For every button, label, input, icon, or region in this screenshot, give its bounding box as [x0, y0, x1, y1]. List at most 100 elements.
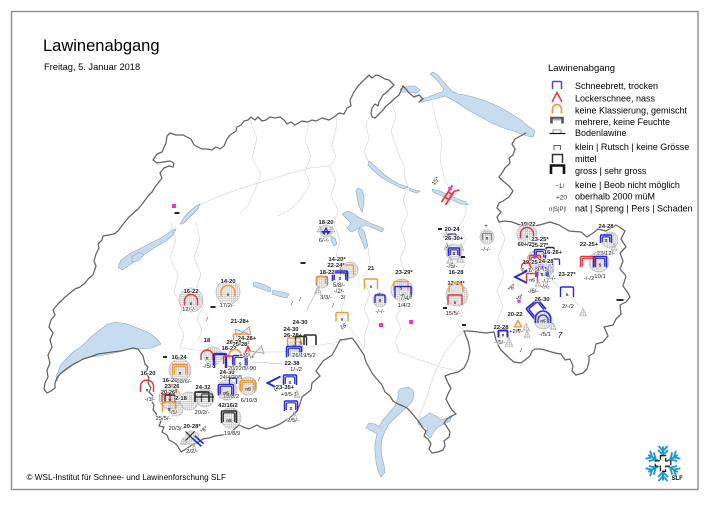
svg-text:n: n [454, 300, 457, 305]
svg-text:Schneebrett, trocken: Schneebrett, trocken [575, 81, 658, 91]
svg-text:n: n [190, 301, 193, 306]
svg-text:-9/-/5: -9/-/5 [534, 267, 548, 273]
svg-text:1/-/2: 1/-/2 [290, 367, 302, 373]
svg-text:-/5/-: -/5/- [495, 340, 505, 346]
svg-text:18-22: 18-22 [221, 346, 237, 352]
svg-text:© WSL-Institut für Schnee- und: © WSL-Institut für Schnee- und Lawinenfo… [27, 473, 226, 482]
svg-text:23-35+: 23-35+ [276, 385, 295, 391]
svg-text:Lawinenabgang: Lawinenabgang [548, 63, 615, 74]
svg-text:19-25+: 19-25+ [523, 260, 542, 266]
svg-text:23-25*: 23-25* [531, 237, 549, 243]
svg-text:-/2/-: -/2/- [334, 289, 345, 295]
svg-text:18-22: 18-22 [319, 270, 335, 276]
svg-text:15/5/-: 15/5/- [445, 311, 460, 317]
svg-text:21-28+: 21-28+ [231, 319, 250, 325]
svg-text:S: S [169, 398, 172, 403]
svg-text:-/5/-: -/5/- [447, 264, 458, 270]
svg-text:Lockerschnee, nass: Lockerschnee, nass [575, 94, 656, 104]
svg-text:-/6/-: -/6/- [528, 289, 539, 295]
svg-text:22-38: 22-38 [284, 361, 300, 367]
svg-text:20-22: 20-22 [507, 312, 523, 318]
svg-text:23-29*: 23-29* [395, 270, 413, 276]
svg-text:6/-/-: 6/-/- [319, 238, 330, 244]
svg-text:n: n [402, 293, 405, 298]
svg-text:22-24*: 22-24* [327, 263, 345, 269]
svg-text:24-30: 24-30 [219, 370, 235, 376]
svg-text:n: n [526, 234, 529, 239]
svg-text:25-28: 25-28 [233, 342, 249, 348]
svg-text:16-20: 16-20 [140, 371, 156, 377]
svg-text:23-27*: 23-27* [558, 272, 576, 278]
svg-text:7: 7 [558, 330, 563, 340]
svg-text:n: n [146, 388, 149, 393]
svg-text:6: 6 [273, 387, 279, 394]
svg-text:S: S [293, 353, 296, 358]
svg-text:60+/25/-: 60+/25/- [518, 242, 539, 248]
svg-text:+20: +20 [556, 195, 567, 202]
svg-text:nS: nS [223, 391, 229, 396]
svg-text:*9*: *9* [516, 293, 526, 303]
svg-text:15*: 15* [431, 176, 441, 187]
svg-text:S: S [300, 341, 303, 346]
svg-text:mittel: mittel [575, 154, 597, 164]
svg-text:/: / [257, 377, 261, 383]
svg-text:−1/: −1/ [555, 183, 564, 190]
svg-text:-/5/1: -/5/1 [539, 332, 551, 338]
svg-text:-/-/-: -/-/- [481, 247, 490, 253]
svg-text:mehrere, keine Feuchte: mehrere, keine Feuchte [575, 117, 670, 127]
svg-text:u: u [341, 317, 344, 322]
svg-text:25-27*: 25-27* [532, 243, 549, 249]
svg-text:24-28: 24-28 [538, 259, 554, 265]
svg-text:18: 18 [339, 323, 348, 332]
svg-text:+: + [484, 224, 488, 230]
svg-text:*8*: *8* [200, 425, 210, 435]
svg-text:+2/-/-: +2/-/- [509, 329, 523, 335]
svg-text:10/1: 10/1 [594, 274, 605, 280]
svg-text:6+1/-: 6+1/- [521, 268, 534, 274]
svg-text:16-28: 16-28 [448, 270, 464, 276]
svg-text:26-28: 26-28 [226, 340, 242, 346]
svg-text:2/5/-: 2/5/- [287, 418, 299, 424]
svg-text:S: S [339, 276, 342, 281]
svg-text:S: S [453, 251, 456, 256]
svg-text:18: 18 [204, 338, 211, 344]
svg-text:S: S [289, 380, 292, 385]
svg-text:6/10/3: 6/10/3 [241, 398, 258, 404]
svg-text:20-28*: 20-28* [183, 424, 201, 430]
svg-text:n: n [179, 371, 182, 376]
svg-text:oberhalb 2000 müM: oberhalb 2000 müM [575, 192, 655, 202]
svg-text:20-26: 20-26 [161, 390, 175, 396]
svg-text:Lawinenabgang: Lawinenabgang [43, 37, 160, 55]
svg-text:3/3/-: 3/3/- [320, 295, 332, 301]
svg-text:S: S [168, 407, 171, 412]
svg-text:/: / [298, 297, 302, 303]
svg-text:26-30+: 26-30+ [445, 236, 464, 242]
svg-text:3/: 3/ [341, 295, 346, 301]
svg-text:20/6/-: 20/6/- [177, 379, 192, 385]
svg-text:12/-/-: 12/-/- [182, 307, 196, 313]
svg-text:26-30: 26-30 [534, 297, 550, 303]
svg-text:Bodenlawine: Bodenlawine [575, 128, 627, 138]
svg-text:25/5/-: 25/5/- [155, 416, 170, 422]
svg-text:nat | Spreng | Pers | Schaden: nat | Spreng | Pers | Schaden [575, 204, 693, 214]
svg-text:21: 21 [368, 266, 375, 272]
svg-text:nS: nS [540, 319, 546, 324]
svg-text:nS: nS [529, 278, 535, 283]
svg-text:17/2/-: 17/2/- [219, 303, 234, 309]
svg-text:20/2/-: 20/2/- [194, 410, 209, 416]
svg-text:+9/5-1: +9/5-1 [281, 392, 296, 398]
svg-text:20/3/-: 20/3/- [168, 426, 183, 432]
svg-text:nS: nS [226, 418, 232, 423]
svg-text:Freitag, 5. Januar 2018: Freitag, 5. Januar 2018 [44, 62, 140, 72]
svg-text:/: / [290, 301, 294, 307]
svg-text:nS: nS [245, 387, 251, 392]
svg-text:16-26+: 16-26+ [544, 250, 563, 256]
svg-text:7/4/-: 7/4/- [400, 296, 412, 302]
svg-text:gross | sehr gross: gross | sehr gross [575, 166, 647, 176]
svg-text:2/2/-: 2/2/- [186, 449, 198, 455]
svg-text:24-30: 24-30 [283, 327, 299, 333]
svg-text:23/12/-: 23/12/- [597, 251, 615, 257]
svg-text:-/-/-: -/-/- [375, 309, 384, 315]
svg-text:S: S [379, 298, 382, 303]
svg-text:16-20: 16-20 [162, 378, 178, 384]
